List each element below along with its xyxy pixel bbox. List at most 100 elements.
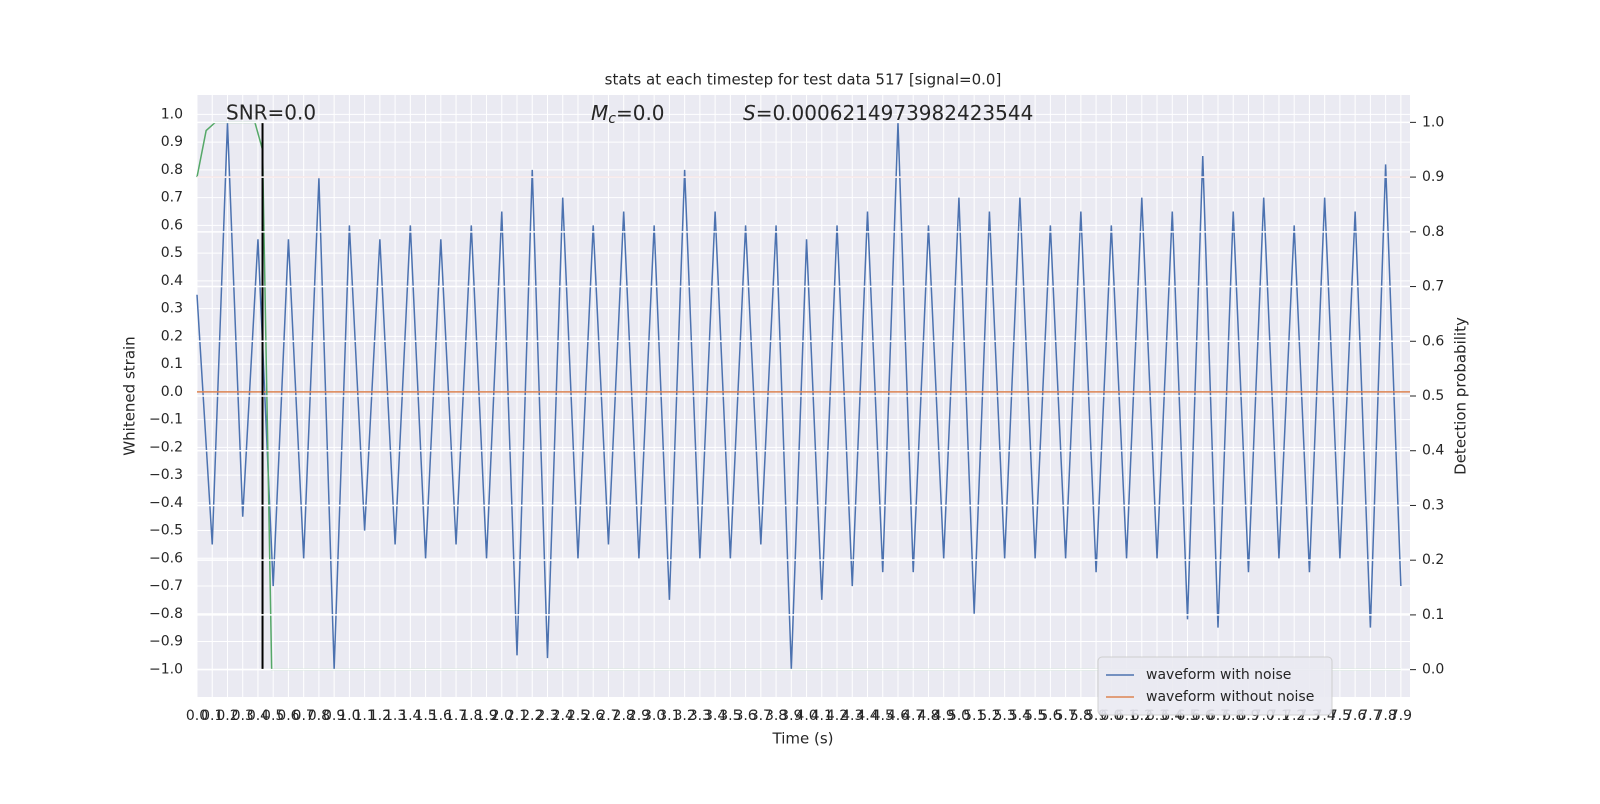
x-tick-label: 3.5 xyxy=(719,708,741,724)
x-axis-label: Time (s) xyxy=(772,730,834,748)
x-tick-label: 0.9 xyxy=(323,708,345,724)
x-tick-label: 0.5 xyxy=(262,708,284,724)
x-tick-label: 2.3 xyxy=(536,708,558,724)
x-tick-label: 3.0 xyxy=(643,708,665,724)
y-axis-label: Whitened strain xyxy=(121,336,139,455)
legend: waveform with noise waveform without nois… xyxy=(1097,656,1333,716)
snr-label: SNR=0.0 xyxy=(226,101,316,125)
x-tick-label: 3.3 xyxy=(689,708,711,724)
x-tick-label: 7.5 xyxy=(1329,708,1351,724)
x-tick-label: 0.7 xyxy=(293,708,315,724)
x-tick-label: 3.7 xyxy=(750,708,772,724)
mc-subscript: c xyxy=(608,111,616,127)
y2-tick-label: 0.1 xyxy=(1422,607,1444,623)
y-tick-label: −0.8 xyxy=(149,606,183,622)
x-tick-label: 5.8 xyxy=(1070,708,1092,724)
y-tick-label: −1.0 xyxy=(149,661,183,677)
y2-tick-label: 0.0 xyxy=(1422,662,1444,678)
x-tick-label: 1.7 xyxy=(445,708,467,724)
x-tick-label: 4.2 xyxy=(826,708,848,724)
y-tick-label: −0.7 xyxy=(149,578,183,594)
x-tick-label: 3.2 xyxy=(674,708,696,724)
chart-title: stats at each timestep for test data 517… xyxy=(605,71,1002,89)
x-tick-label: 0.4 xyxy=(247,708,269,724)
legend-label: waveform with noise xyxy=(1146,667,1291,683)
x-tick-label: 4.9 xyxy=(933,708,955,724)
y-tick-label: 0.5 xyxy=(161,245,183,261)
x-tick-label: 3.4 xyxy=(704,708,726,724)
y-tick-label: −0.1 xyxy=(149,412,183,428)
y-tick-label: −0.4 xyxy=(149,495,183,511)
x-tick-label: 4.8 xyxy=(917,708,939,724)
s-value: =0.0006214973982423544 xyxy=(756,101,1034,125)
x-tick-label: 2.0 xyxy=(491,708,513,724)
y2-tick-label: 0.4 xyxy=(1422,443,1444,459)
x-tick-label: 4.4 xyxy=(856,708,878,724)
mc-symbol: M xyxy=(591,101,608,125)
x-tick-label: 5.6 xyxy=(1039,708,1061,724)
x-tick-label: 1.6 xyxy=(430,708,452,724)
x-tick-label: 0.1 xyxy=(201,708,223,724)
y-tick-label: 0.2 xyxy=(161,328,183,344)
y-tick-label: 0.9 xyxy=(161,134,183,150)
x-tick-label: 2.7 xyxy=(597,708,619,724)
y2-tick-label: 0.9 xyxy=(1422,169,1444,185)
x-tick-label: 1.2 xyxy=(369,708,391,724)
y-tick-label: 0.3 xyxy=(161,301,183,317)
y-tick-label: 0.4 xyxy=(161,273,183,289)
y-tick-label: 0.0 xyxy=(161,384,183,400)
x-tick-label: 5.1 xyxy=(963,708,985,724)
x-tick-label: 3.9 xyxy=(780,708,802,724)
mc-value: =0.0 xyxy=(616,101,665,125)
x-tick-label: 5.2 xyxy=(978,708,1000,724)
x-tick-label: 3.8 xyxy=(765,708,787,724)
y-tick-label: 0.7 xyxy=(161,190,183,206)
x-tick-label: 7.6 xyxy=(1344,708,1366,724)
x-tick-label: 0.6 xyxy=(277,708,299,724)
x-tick-label: 1.8 xyxy=(460,708,482,724)
x-tick-label: 4.7 xyxy=(902,708,924,724)
y2-tick-label: 0.8 xyxy=(1422,224,1444,240)
x-tick-label: 5.5 xyxy=(1024,708,1046,724)
x-tick-label: 0.8 xyxy=(308,708,330,724)
x-tick-label: 3.1 xyxy=(658,708,680,724)
x-tick-label: 1.5 xyxy=(414,708,436,724)
y-tick-label: −0.5 xyxy=(149,523,183,539)
x-tick-label: 2.1 xyxy=(506,708,528,724)
y2-tick-label: 0.7 xyxy=(1422,279,1444,295)
x-tick-label: 2.8 xyxy=(613,708,635,724)
series-line xyxy=(196,122,1402,670)
x-tick-label: 0.2 xyxy=(216,708,238,724)
x-tick-label: 1.3 xyxy=(384,708,406,724)
y2-tick-label: 0.5 xyxy=(1422,388,1444,404)
y2-axis-label: Detection probability xyxy=(1452,317,1470,475)
y-tick-label: −0.3 xyxy=(149,467,183,483)
x-tick-label: 2.4 xyxy=(552,708,574,724)
x-tick-label: 5.3 xyxy=(994,708,1016,724)
x-tick-label: 5.4 xyxy=(1009,708,1031,724)
s-label: S=0.0006214973982423544 xyxy=(743,101,1033,125)
y2-tick-label: 1.0 xyxy=(1422,114,1444,130)
legend-label: waveform without noise xyxy=(1146,689,1314,705)
y2-tick-label: 0.6 xyxy=(1422,333,1444,349)
x-tick-label: 0.0 xyxy=(186,708,208,724)
x-tick-label: 4.6 xyxy=(887,708,909,724)
x-tick-label: 2.5 xyxy=(567,708,589,724)
x-tick-label: 4.3 xyxy=(841,708,863,724)
y-tick-label: −0.9 xyxy=(149,634,183,650)
x-tick-label: 7.8 xyxy=(1374,708,1396,724)
y-tick-label: −0.2 xyxy=(149,439,183,455)
legend-box xyxy=(1097,656,1333,716)
y-tick-label: 0.6 xyxy=(161,217,183,233)
y-tick-label: 0.1 xyxy=(161,356,183,372)
x-tick-label: 4.5 xyxy=(872,708,894,724)
x-tick-label: 1.4 xyxy=(399,708,421,724)
x-tick-label: 2.9 xyxy=(628,708,650,724)
ticks: 0.00.10.20.30.40.50.60.70.80.91.01.11.21… xyxy=(149,106,1444,724)
x-tick-label: 0.3 xyxy=(232,708,254,724)
s-symbol: S xyxy=(743,101,756,125)
x-tick-label: 7.9 xyxy=(1390,708,1412,724)
x-tick-label: 4.0 xyxy=(795,708,817,724)
x-tick-label: 7.7 xyxy=(1359,708,1381,724)
